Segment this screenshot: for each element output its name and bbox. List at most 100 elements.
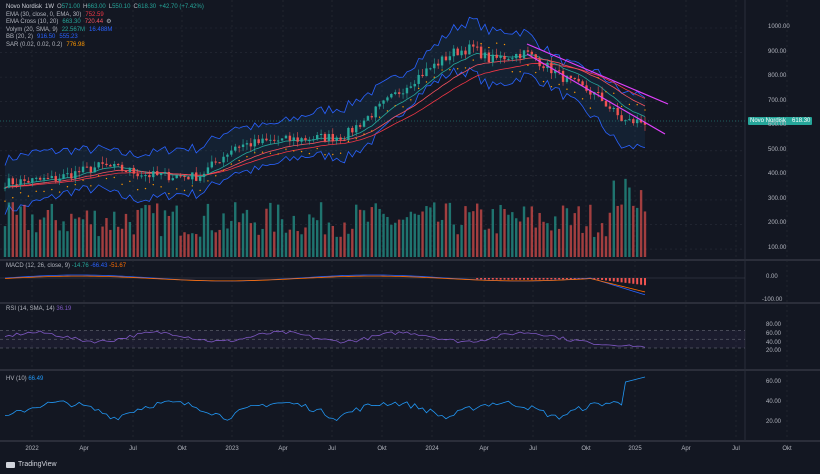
sar-dot	[199, 189, 201, 192]
sar-dot	[410, 99, 412, 101]
sar-dot	[66, 186, 69, 188]
indicator-name: EMA (30, close, 0, EMA, 30)	[6, 11, 82, 18]
rsi-axis-label: 80.00	[766, 322, 782, 328]
macd-histogram-bar	[604, 278, 607, 281]
price-axis-label: 400.00	[768, 171, 787, 178]
volume-bar	[249, 223, 253, 257]
price-axis-label: 100.00	[768, 245, 787, 252]
volume-bar	[284, 232, 288, 257]
volume-bar	[89, 224, 93, 257]
bollinger-upper-line	[4, 16, 646, 166]
rsi-title-row[interactable]: RSI (14, SMA, 14) 36.19	[6, 306, 71, 312]
candle-body	[261, 138, 264, 144]
candle-body	[296, 137, 299, 142]
volume-bar	[140, 208, 143, 257]
candle-body	[624, 120, 627, 122]
indicator-name: SAR (0.02, 0.02, 0.2)	[6, 41, 63, 48]
volume-bar	[397, 219, 401, 257]
volume-bar	[202, 215, 206, 257]
sar-dot	[503, 43, 506, 46]
sar-dot	[464, 67, 467, 69]
candle-body	[518, 53, 522, 59]
volume-bar	[538, 212, 541, 257]
indicator-row[interactable]: Volym (20, SMA, 9) 22.567M 16.488M	[6, 27, 204, 35]
sar-dot	[613, 92, 615, 94]
hv-title-row[interactable]: HV (10) 66.49	[6, 376, 43, 382]
volume-bar	[195, 234, 198, 257]
candle-body	[276, 140, 280, 142]
volume-bar	[347, 233, 350, 257]
candle-body	[327, 133, 331, 142]
sar-dot	[417, 87, 420, 90]
macd-title-row[interactable]: MACD (12, 26, close, 9) -14.76 -66.43 -5…	[6, 263, 126, 269]
ema-30-line	[4, 62, 646, 189]
indicator-row[interactable]: BB (20, 2) 916.50 555.23	[6, 34, 204, 42]
macd-histogram-bar	[487, 278, 490, 280]
volume-bar	[304, 227, 307, 257]
volume-bar	[522, 206, 526, 257]
volume-bar	[452, 224, 455, 257]
volume-bar	[241, 213, 245, 257]
sar-dot	[527, 64, 529, 66]
sar-dot	[285, 148, 287, 150]
sar-dot	[566, 88, 568, 90]
volume-bar	[319, 202, 323, 257]
volume-bar	[530, 206, 534, 257]
candle-body	[38, 177, 42, 180]
volume-bar	[518, 221, 522, 257]
candle-body	[284, 135, 288, 139]
candle-body	[526, 50, 530, 52]
volume-bar	[444, 203, 448, 257]
hv-axis-label: 20.00	[766, 419, 782, 425]
indicator-row[interactable]: SAR (0.02, 0.02, 0.2) 776.98	[6, 42, 204, 50]
macd-histogram-bar	[573, 278, 576, 279]
symbol-name[interactable]: Novo Nordisk	[6, 4, 43, 10]
macd-histogram-bar	[476, 278, 479, 280]
time-axis-label: Jul	[529, 446, 537, 452]
volume-bar	[429, 207, 432, 257]
tradingview-brand[interactable]: TradingView	[6, 461, 57, 468]
volume-bar	[312, 217, 315, 257]
sar-dot	[82, 179, 84, 181]
candle-body	[175, 175, 178, 179]
candle-body	[382, 100, 385, 104]
candle-body	[70, 173, 73, 179]
candle-body	[155, 171, 159, 175]
candle-body	[187, 176, 190, 180]
volume-bar	[85, 210, 89, 257]
volume-bar	[550, 230, 553, 257]
tradingview-logo-icon	[6, 461, 15, 468]
candle-body	[144, 175, 147, 177]
candle-body	[604, 100, 608, 107]
volume-bar	[214, 232, 217, 257]
macd-histogram-bar	[519, 278, 522, 280]
volume-bar	[635, 207, 639, 257]
candle-body	[319, 133, 323, 136]
volume-bar	[175, 205, 178, 257]
candle-body	[113, 163, 116, 167]
interval[interactable]: 1W	[45, 4, 55, 10]
candle-body	[358, 125, 362, 127]
volume-bar	[46, 210, 50, 257]
sar-dot	[113, 176, 115, 179]
candle-body	[206, 167, 210, 174]
indicator-row[interactable]: EMA (30, close, 0, EMA, 30) 752.59	[6, 12, 204, 20]
volume-bar	[436, 221, 440, 257]
volume-bar	[534, 227, 537, 257]
candle-body	[495, 54, 498, 58]
volume-bar	[612, 180, 615, 257]
candle-body	[530, 51, 534, 55]
volume-bar	[132, 234, 135, 257]
candle-body	[62, 174, 65, 179]
settings-icon[interactable]: ⚙	[106, 19, 112, 26]
indicator-row[interactable]: EMA Cross (10, 20) 663.30 720.44 ⚙	[6, 19, 204, 27]
candle-body	[448, 56, 452, 61]
volume-bar	[257, 234, 260, 257]
low-label: L	[108, 4, 113, 10]
indicator-value: 16.488M	[89, 26, 113, 33]
time-axis-label: Okt	[581, 446, 591, 452]
candle-body	[42, 177, 46, 180]
sar-dot	[277, 153, 279, 155]
candle-body	[639, 119, 643, 123]
